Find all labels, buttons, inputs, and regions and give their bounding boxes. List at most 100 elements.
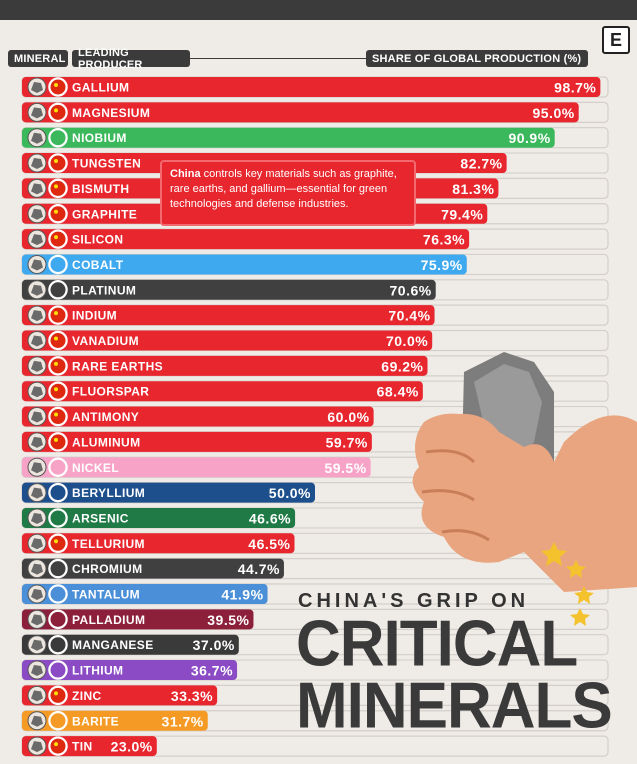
value-label-bismuth: 81.3% [452, 181, 494, 197]
flag-fill-nickel [50, 459, 66, 475]
flag-star-magnesium [54, 108, 58, 113]
rock-icon-gallium [31, 82, 43, 93]
rock-icon-rare-earths [31, 360, 43, 372]
flag-star-fluorspar [54, 387, 58, 392]
rock-icon-tellurium [31, 538, 43, 550]
rock-icon-aluminum [31, 436, 43, 448]
flag-star-antimony [54, 412, 58, 417]
rock-icon-manganese [31, 639, 43, 651]
value-label-fluorspar: 68.4% [377, 384, 419, 400]
value-label-rare-earths: 69.2% [381, 358, 423, 374]
bar-tantalum [22, 584, 268, 604]
value-label-tungsten: 82.7% [460, 156, 502, 172]
category-label-palladium: PALLADIUM [72, 613, 145, 627]
bar-antimony [22, 406, 374, 427]
rock-icon-cobalt [31, 259, 43, 271]
flag-fill-gallium [50, 79, 66, 95]
flag-fill-bismuth [50, 180, 66, 196]
hand-holding-rock-illustration [412, 352, 637, 626]
category-label-fluorspar: FLUORSPAR [72, 385, 149, 399]
rock-icon-fluorspar [31, 386, 43, 398]
flag-star-zinc [54, 691, 58, 696]
category-label-cobalt: COBALT [72, 258, 124, 272]
category-label-lithium: LITHIUM [72, 664, 123, 678]
category-label-tantalum: TANTALUM [72, 588, 140, 602]
rock-icon-vanadium [31, 335, 43, 347]
rock-icon-bismuth [31, 183, 43, 195]
flag-fill-cobalt [50, 256, 66, 272]
header-divider [190, 58, 366, 59]
bar-lithium [22, 660, 238, 681]
flag-fill-tungsten [50, 155, 66, 171]
bar-zinc [22, 685, 218, 706]
flag-star-indium [54, 311, 58, 316]
flag-star-graphite [54, 209, 58, 214]
flag-star-silicon [54, 235, 58, 240]
bar-beryllium [22, 482, 315, 503]
bar-silicon [22, 229, 470, 250]
category-label-indium: INDIUM [72, 309, 117, 323]
value-label-beryllium: 50.0% [269, 485, 311, 501]
category-label-tin: TIN [72, 740, 93, 754]
value-label-lithium: 36.7% [191, 663, 233, 679]
category-label-graphite: GRAPHITE [72, 207, 137, 221]
flag-star-rare-earths [54, 361, 58, 366]
value-label-silicon: 76.3% [423, 232, 465, 248]
flag-fill-vanadium [50, 333, 66, 348]
flag-fill-chromium [50, 561, 66, 577]
value-label-barite: 31.7% [162, 713, 204, 729]
value-label-palladium: 39.5% [207, 612, 249, 628]
flag-fill-palladium [50, 611, 66, 627]
rock-icon-niobium [31, 132, 43, 144]
rock-icon-nickel [31, 462, 43, 474]
rock-icon-palladium [31, 614, 43, 626]
category-label-vanadium: VANADIUM [72, 334, 139, 348]
bar-rare-earths [22, 355, 428, 376]
value-label-platinum: 70.6% [390, 282, 432, 298]
flag-fill-manganese [50, 637, 66, 653]
category-label-antimony: ANTIMONY [72, 410, 139, 424]
producer-header: LEADING PRODUCER [72, 47, 190, 71]
value-label-magnesium: 95.0% [532, 105, 574, 121]
value-label-gallium: 98.7% [554, 80, 596, 96]
rock-icon-magnesium [31, 107, 43, 119]
rock-icon-beryllium [31, 487, 43, 499]
flag-fill-fluorspar [50, 383, 66, 399]
value-label-aluminum: 59.7% [326, 434, 368, 450]
value-label-graphite: 79.4% [441, 206, 483, 222]
bar-indium [22, 305, 435, 326]
flag-fill-antimony [50, 409, 66, 425]
bar-aluminum [22, 431, 372, 452]
bar-barite [22, 710, 208, 731]
flag-fill-arsenic [50, 510, 66, 526]
title-line-3: MINERALS [296, 669, 613, 743]
callout-text: controls key materials such as graphite,… [170, 168, 397, 210]
flag-fill-tantalum [50, 586, 66, 602]
bar-fluorspar [22, 381, 423, 402]
bar-nickel [22, 457, 371, 478]
rock-icon-indium [31, 310, 43, 322]
flag-fill-aluminum [50, 434, 66, 450]
callout-bold: China [170, 168, 201, 180]
title-line-2: CRITICAL [296, 607, 578, 681]
flag-fill-graphite [50, 206, 66, 222]
category-label-tellurium: TELLURIUM [72, 537, 145, 551]
bar-cobalt [22, 254, 467, 275]
mineral-header: MINERAL [8, 50, 68, 67]
flag-star-tellurium [54, 539, 58, 544]
category-label-arsenic: ARSENIC [72, 511, 129, 525]
share-header: SHARE OF GLOBAL PRODUCTION (%) [366, 50, 588, 67]
value-label-niobium: 90.9% [508, 130, 550, 146]
rock-icon-lithium [31, 665, 43, 677]
category-label-magnesium: MAGNESIUM [72, 106, 150, 120]
flag-star-tin [54, 742, 58, 747]
rock-icon-silicon [31, 234, 43, 246]
flag-fill-lithium [50, 662, 66, 678]
rock-icon-chromium [31, 563, 43, 575]
value-label-nickel: 59.5% [324, 460, 366, 476]
top-bar [0, 0, 637, 20]
rock-icon-barite [31, 715, 43, 727]
flag-star-tungsten [54, 159, 58, 164]
rock-icon-platinum [31, 284, 43, 296]
